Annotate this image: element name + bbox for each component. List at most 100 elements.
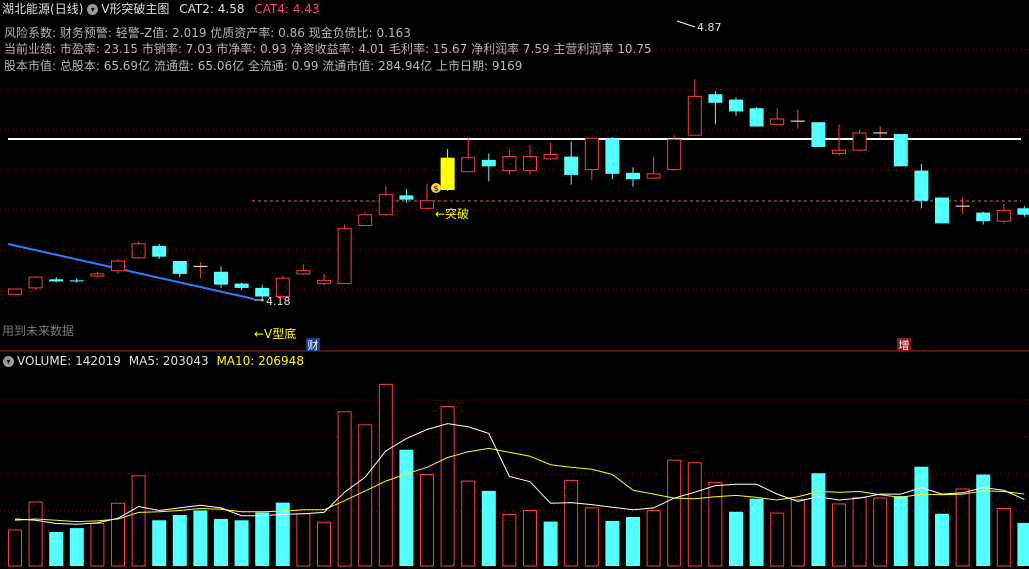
- future-data-note: 用到未来数据: [2, 323, 74, 338]
- volume-bar-down: [729, 511, 743, 566]
- candle-body-up: [832, 149, 846, 154]
- volume-bar-down: [152, 520, 167, 566]
- volume-bar-down: [543, 521, 558, 566]
- candle-body-up: [131, 243, 146, 259]
- cat2-label: CAT2:: [179, 2, 214, 16]
- equity-info-line: 股本市值: 总股本: 65.69亿 流通盘: 65.06亿 全流通: 0.99 …: [4, 59, 523, 73]
- ma5-label: MA5: 203043: [128, 354, 209, 368]
- increase-marker-box[interactable]: [897, 338, 911, 351]
- candle-body-up: [523, 156, 537, 172]
- increase-marker[interactable]: 增: [899, 338, 910, 352]
- volume-bar-up: [131, 475, 146, 567]
- candle-body-up: [852, 132, 867, 151]
- candle-body-down: [69, 280, 84, 282]
- candle-body-up: [687, 95, 702, 136]
- volume-bar-up: [502, 513, 517, 567]
- candle-series: [8, 79, 1029, 302]
- volume-bar-up: [852, 496, 867, 567]
- candle-body-down: [605, 138, 620, 174]
- candle-body-down: [481, 159, 496, 167]
- volume-bar-up: [8, 529, 22, 567]
- candle-body-up: [502, 156, 517, 172]
- candle-body-down: [729, 99, 743, 112]
- candle-body-up: [667, 138, 682, 171]
- indicator-name[interactable]: V形突破主图: [101, 2, 170, 16]
- cat4-label: CAT4:: [254, 2, 289, 16]
- volume-bar-down: [935, 513, 949, 566]
- stock-name: 湖北能源: [2, 2, 51, 16]
- volume-bar-down: [976, 474, 991, 566]
- low-label: 4.18: [266, 295, 291, 308]
- volume-bar-up: [378, 383, 393, 567]
- candle-body-down: [749, 108, 764, 127]
- candle-body-up: [584, 137, 599, 171]
- candle-body-up: [8, 288, 22, 295]
- breakout-candle-body: [440, 157, 455, 190]
- volume-bar-up: [873, 497, 888, 567]
- candle-body-up: [111, 260, 125, 272]
- volume-bar-up: [996, 508, 1011, 567]
- volume-bar-down: [749, 498, 764, 566]
- volume-bar-down: [214, 518, 228, 566]
- indicator-menu-icon[interactable]: ▾: [87, 4, 99, 15]
- volume-bar-up: [955, 488, 970, 567]
- volume-bar-up: [296, 513, 311, 567]
- volume-menu-icon[interactable]: ▾: [3, 356, 14, 367]
- volume-bar-up: [770, 512, 785, 567]
- volume-bar-up: [461, 480, 476, 567]
- candle-body-down: [708, 94, 723, 103]
- candle-body-down: [234, 283, 249, 288]
- candle-body-up: [296, 270, 311, 275]
- volume-bar-down: [481, 490, 496, 566]
- volume-header: ▾ VOLUME: 142019 MA5: 203043 MA10: 206948: [3, 354, 304, 368]
- volume-bar-down: [914, 466, 929, 566]
- volume-bar-down: [193, 510, 208, 566]
- candle-body-up: [317, 279, 331, 285]
- financial-marker[interactable]: 财: [308, 338, 319, 352]
- volume-bar-down: [1017, 522, 1029, 566]
- volume-bar-up: [420, 474, 434, 567]
- financial-marker-box[interactable]: [306, 338, 320, 351]
- candle-body-up: [358, 214, 373, 226]
- chart-title-bar: 湖北能源(日线) ▾ V形突破主图 CAT2: 4.58 CAT4: 4.43: [2, 2, 320, 16]
- volume-bar-up: [667, 459, 682, 567]
- v-bottom-label: ←V型底: [254, 326, 296, 341]
- volume-bar-down: [172, 515, 187, 566]
- candle-body-up: [275, 277, 290, 297]
- volume-bar-up: [440, 406, 455, 567]
- volume-bar-down: [234, 520, 249, 566]
- v-bottom-trend-line: [7, 243, 255, 300]
- volume-bar-down: [399, 449, 414, 566]
- volume-bar-down: [893, 496, 908, 566]
- volume-bar-up: [90, 523, 105, 567]
- candle-body-down: [626, 172, 640, 180]
- volume-bar-down: [811, 473, 826, 566]
- volume-bar-up: [646, 509, 661, 567]
- candle-body-up: [996, 209, 1011, 222]
- performance-info-line: 当前业绩: 市盈率: 23.15 市销率: 7.03 市净率: 0.93 净资收…: [4, 42, 652, 56]
- high-pointer: [676, 20, 696, 28]
- volume-bar-up: [790, 498, 805, 567]
- volume-bar-down: [69, 528, 84, 566]
- volume-bar-down: [255, 512, 270, 566]
- volume-bar-up: [584, 507, 599, 567]
- candle-body-down: [49, 279, 64, 282]
- ma10-line: [14, 447, 1025, 523]
- candle-body-up: [420, 200, 434, 209]
- candle-body-up: [337, 228, 352, 285]
- volume-bar-down: [49, 532, 64, 566]
- candle-body-down: [893, 134, 908, 167]
- volume-bar-up: [337, 411, 352, 567]
- volume-bar-down: [626, 517, 640, 566]
- volume-bar-up: [832, 503, 846, 567]
- volume-label: VOLUME: 142019: [17, 354, 121, 368]
- volume-bar-up: [523, 509, 537, 567]
- volume-bar-up: [111, 502, 125, 567]
- candle-body-down: [214, 271, 228, 285]
- volume-bar-down: [605, 520, 620, 566]
- candle-body-down: [564, 156, 579, 175]
- volume-bar-up: [358, 424, 373, 567]
- candle-body-down: [811, 122, 826, 147]
